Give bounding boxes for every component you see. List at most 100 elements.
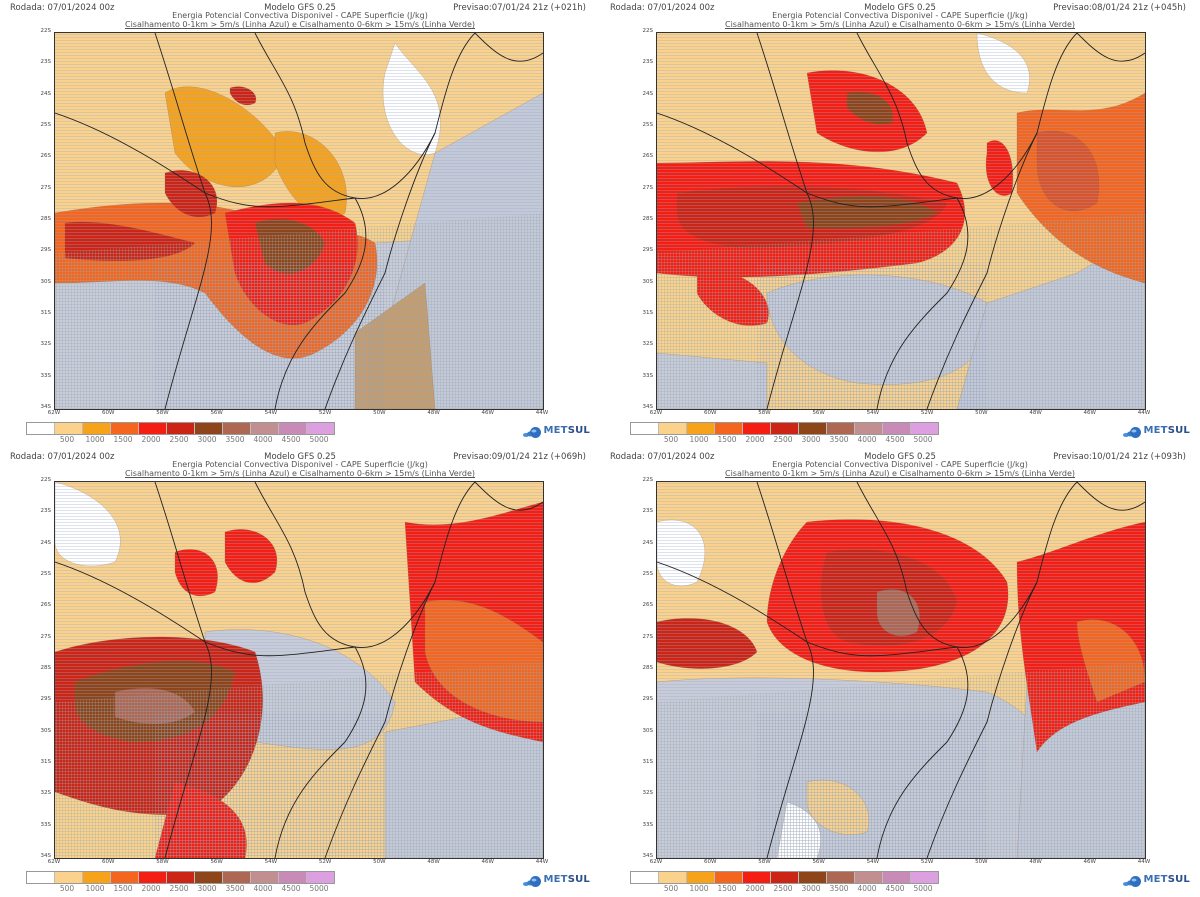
longitude-tick-label: 54W [264,859,278,865]
colorbar-swatch [27,423,54,434]
colorbar-legend [630,422,939,435]
colorbar-tick-label: 3500 [225,884,245,893]
longitude-tick-label: 60W [102,859,115,865]
colorbar-tick-label: 4500 [281,435,301,444]
colorbar-tick-label: 4000 [253,884,273,893]
colorbar-tick-label: 2500 [169,884,189,893]
coastline [926,581,1038,858]
latitude-tick-label: 25S [642,571,654,577]
latitude-tick-label: 25S [40,122,52,128]
latitude-tick-label: 29S [40,696,52,703]
cape-map [54,481,544,859]
forecast-time-label: Previsao:08/01/24 21z (+045h) [1053,3,1186,13]
latitude-tick-label: 27S [642,184,654,191]
colorbar-tick-label: 1500 [113,435,133,444]
longitude-tick-label: 50W [975,859,988,865]
colorbar-swatch [54,872,82,883]
cape-map [656,481,1146,859]
longitude-tick-label: 60W [704,859,717,865]
latitude-tick-label: 34S [642,404,654,410]
colorbar-swatch [686,872,714,883]
colorbar-tick-label: 1000 [689,884,709,893]
colorbar-tick-label: 500 [663,435,679,444]
coastline [1076,482,1145,511]
field-title: Energia Potencial Convectiva Disponivel … [772,11,1028,20]
latitude-tick-label: 24S [642,90,654,97]
latitude-tick-label: 33S [642,372,654,379]
colorbar-tick-label: 3000 [801,884,821,893]
forecast-time-label: Previsao:07/01/24 21z (+021h) [453,3,586,13]
longitude-tick-label: 62W [47,859,61,865]
colorbar-tick-label: 3000 [801,435,821,444]
latitude-tick-label: 32S [642,341,654,348]
latitude-tick-label: 23S [40,59,52,66]
shear-title: Cisalhamento 0-1km > 5m/s (Linha Azul) e… [124,469,475,478]
longitude-tick-label: 50W [373,410,386,416]
state-border [254,33,356,199]
state-border [756,482,808,643]
longitude-tick-label: 44W [1137,859,1151,865]
latitude-tick-label: 23S [642,508,654,515]
longitude-tick-label: 46W [1083,410,1096,416]
longitude-tick-label: 58W [758,859,771,865]
state-border [154,482,206,643]
colorbar-tick-label: 4500 [885,435,905,444]
map-canvas [55,33,543,409]
latitude-tick-label: 32S [40,341,52,348]
model-label: Modelo GFS 0.25 [264,452,336,462]
metsul-logo: METSUL [1123,873,1190,887]
colorbar-swatch [250,423,278,434]
country-border [766,641,814,858]
latitude-tick-label: 30S [40,278,52,285]
globe-icon [1123,873,1142,887]
shear-overlap-grid [757,263,987,409]
longitude-tick-label: 58W [156,410,169,416]
latitude-tick-label: 22S [642,28,654,34]
colorbar-tick-label: 1000 [85,435,105,444]
globe-icon [1123,424,1142,438]
field-title: Energia Potencial Convectiva Disponivel … [772,460,1028,469]
latitude-tick-label: 28S [40,665,52,671]
colorbar-tick-label: 4000 [857,435,877,444]
longitude-tick-label: 44W [535,859,549,865]
field-title: Energia Potencial Convectiva Disponivel … [172,460,428,469]
colorbar-swatch [166,872,194,883]
colorbar-swatch [714,872,742,883]
colorbar-tick-label: 5000 [913,884,933,893]
colorbar-tick-label: 3000 [197,884,217,893]
latitude-tick-label: 25S [642,122,654,128]
longitude-tick-label: 58W [156,859,169,865]
colorbar-swatch [194,423,222,434]
latitude-tick-label: 31S [642,310,654,316]
state-border [876,646,969,858]
colorbar-swatch [798,423,826,434]
colorbar-swatch [278,872,306,883]
colorbar-tick-label: 2000 [745,884,765,893]
longitude-tick-label: 48W [1029,859,1042,865]
shear-overlap-grid [155,263,385,409]
map-canvas [657,482,1145,858]
cape-map [54,32,544,410]
colorbar-legend [26,422,335,435]
colorbar-swatch [826,872,854,883]
colorbar-swatch [826,423,854,434]
latitude-tick-label: 26S [642,602,654,609]
country-border [55,33,476,208]
colorbar-swatch [194,872,222,883]
colorbar-tick-label: 4500 [885,884,905,893]
colorbar-tick-label: 4500 [281,884,301,893]
state-border [756,33,808,194]
coastline [324,132,436,409]
colorbar-tick-label: 1500 [717,884,737,893]
latitude-tick-label: 30S [642,278,654,285]
colorbar-swatch [798,872,826,883]
metsul-logo: METSUL [523,424,590,438]
colorbar-swatch [82,423,110,434]
colorbar-tick-label: 1500 [717,435,737,444]
latitude-tick-label: 27S [642,633,654,640]
colorbar-swatch [854,872,882,883]
logo-text: METSUL [543,874,590,885]
colorbar-tick-label: 5000 [309,435,329,444]
colorbar-swatch [631,423,658,434]
colorbar-swatch [910,423,938,434]
